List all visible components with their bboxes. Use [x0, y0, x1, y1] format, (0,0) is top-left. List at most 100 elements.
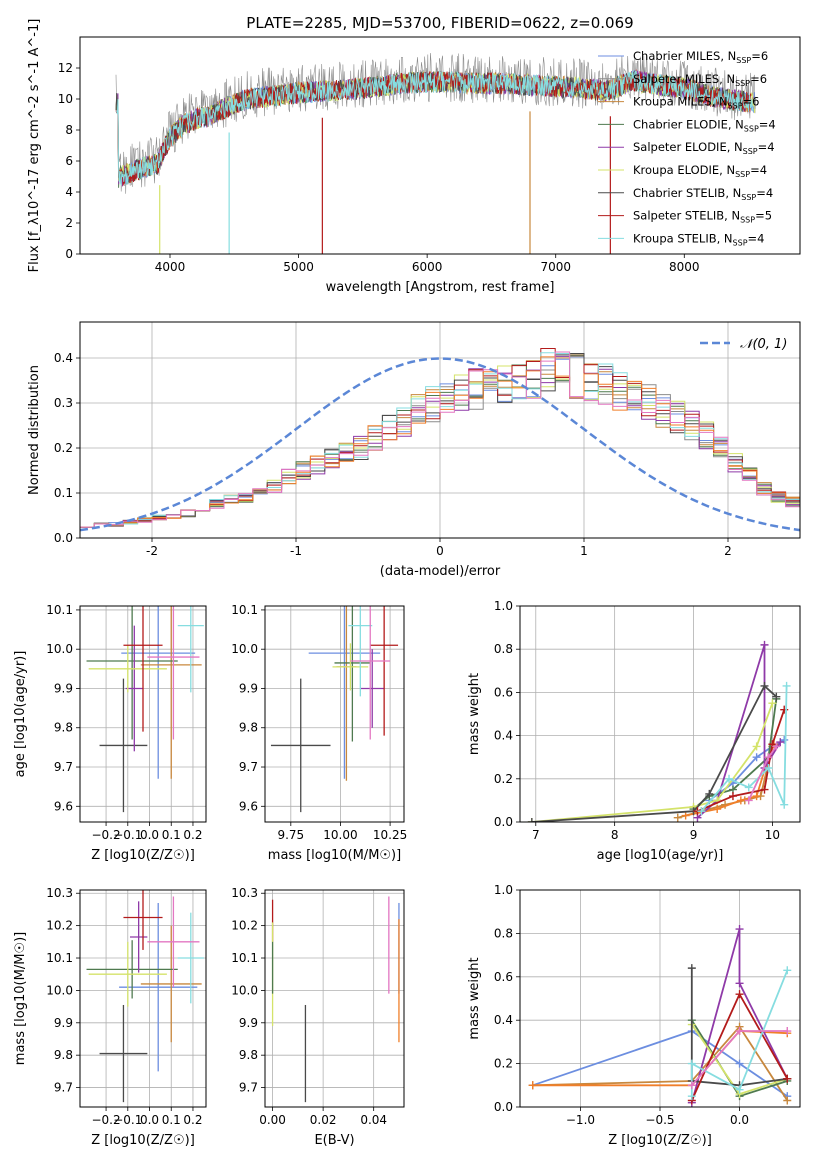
legend-label: Chabrier ELODIE, NSSP=4	[633, 117, 776, 133]
histogram-step	[80, 351, 800, 528]
y-tick-label: 10.2	[231, 919, 258, 933]
x-tick-label: −0.5	[645, 1113, 674, 1127]
age-vs-Z-frame	[79, 605, 207, 823]
errorbar-point	[308, 606, 381, 779]
y-tick-label: 0.8	[494, 926, 513, 940]
y-tick-label: 0	[65, 247, 73, 261]
y-tick-label: 10.1	[46, 603, 73, 617]
y-tick-label: 9.7	[54, 760, 73, 774]
y-tick-label: 10.0	[46, 983, 73, 997]
mass-vs-Z-ticks: −0.2−0.10.0 0.1 0.2 9.7 9.8 9.9 10.0 10.1 10.2 10…	[46, 886, 202, 1127]
y-tick-label: 10	[58, 92, 73, 106]
y-tick-label: 10.0	[231, 642, 258, 656]
spectrum-ticks: 4000 5000 6000 7000 8000 0 2 4 6 8 10 12	[58, 61, 700, 274]
y-tick-label: 2	[65, 216, 73, 230]
weight-marker	[760, 785, 769, 794]
x-tick-label: 4000	[155, 260, 186, 274]
spectrum-panel: 4000 5000 6000 7000 8000 0 2 4 6 8 10 12 wavelength …	[27, 19, 801, 295]
x-tick-label: −1.0	[566, 1113, 595, 1127]
weight-marker	[783, 966, 792, 975]
x-tick-label: 8	[611, 828, 619, 842]
weight-vs-Z-frame	[519, 889, 801, 1108]
y-tick-label: 9.6	[239, 799, 258, 813]
plots-layer: 4000 5000 6000 7000 8000024681012wavelength …	[13, 19, 801, 1148]
weight-series	[687, 966, 792, 1101]
x-tick-label: 0.04	[360, 1113, 387, 1127]
mass-vs-EBV-panel: 0.00 0.02 0.04 9.7 9.8 9.9 10.0 10.1 10.2 10.3 E(B…	[231, 886, 405, 1148]
x-tick-label: 0.0	[730, 1113, 749, 1127]
errorbar-point	[121, 606, 196, 779]
errorbar-point	[334, 606, 371, 742]
x-tick-label: 10	[765, 828, 780, 842]
mass-vs-Z-marks	[86, 890, 204, 1103]
weight-line	[532, 1025, 789, 1101]
legend-label: Salpeter ELODIE, NSSP=4	[633, 140, 775, 156]
y-tick-label: 9.8	[239, 1048, 258, 1062]
x-tick-label: −0.2	[91, 1113, 120, 1127]
y-tick-label: 10.2	[46, 919, 73, 933]
y-axis-label: Normed distribution	[27, 365, 42, 495]
y-axis-label: Flux [f_λ10^-17 erg cm^-2 s^-1 A^-1]	[27, 19, 42, 273]
weight-marker	[687, 1059, 696, 1068]
y-tick-label: 0.4	[494, 1013, 513, 1027]
y-axis-label: mass weight	[467, 957, 482, 1039]
weight-marker	[752, 792, 761, 801]
y-tick-label: 9.7	[239, 1081, 258, 1095]
figure-title: PLATE=2285, MJD=53700, FIBERID=0622, z=0…	[246, 14, 633, 32]
x-tick-label: 0.0	[140, 1113, 159, 1127]
weight-marker	[735, 990, 744, 999]
weight-marker	[527, 818, 536, 822]
weight-marker	[735, 925, 744, 934]
residuals-legend: 𝒩(0, 1)	[700, 337, 787, 352]
weight-vs-age-panel: 7 8 9 10 0.0 0.2 0.4 0.6 0.8 1.0 age [log10(age/yr…	[467, 599, 801, 863]
y-tick-label: 0.4	[494, 729, 513, 743]
y-tick-label: 9.9	[239, 681, 258, 695]
weight-series	[687, 990, 792, 1105]
weight-marker	[760, 681, 769, 690]
y-tick-label: 10.1	[46, 951, 73, 965]
weight-marker	[713, 805, 722, 814]
spectrum-line	[115, 70, 754, 186]
x-axis-label: Z [log10(Z/Z☉)]	[608, 1133, 712, 1148]
errorbar-point	[348, 606, 373, 697]
y-tick-label: 0.6	[494, 685, 513, 699]
y-tick-label: 4	[65, 185, 73, 199]
legend-label: Kroupa STELIB, NSSP=4	[633, 231, 764, 247]
y-tick-label: 0.0	[494, 815, 513, 829]
y-tick-label: 9.9	[239, 1016, 258, 1030]
weight-marker	[780, 800, 789, 809]
spectrum-marks	[115, 52, 756, 254]
y-tick-label: 12	[58, 61, 73, 75]
y-tick-label: 1.0	[494, 599, 513, 613]
x-tick-label: 10.00	[323, 828, 357, 842]
weight-marker	[744, 796, 753, 805]
y-tick-label: 0.4	[54, 351, 73, 365]
x-tick-label: 0.0	[140, 828, 159, 842]
errorbar-point	[86, 606, 178, 740]
weight-line	[690, 969, 789, 1097]
y-tick-label: 9.8	[239, 721, 258, 735]
age-vs-mass-grid	[265, 606, 404, 822]
y-tick-label: 10.0	[46, 642, 73, 656]
x-tick-label: 0.2	[183, 1113, 202, 1127]
age-vs-Z-marks	[86, 606, 204, 813]
x-axis-label: E(B-V)	[314, 1133, 354, 1148]
y-tick-label: 0.2	[494, 1057, 513, 1071]
residuals-panel: -2 -1 0 1 2 0.0 0.1 0.2 0.3 0.4 (data-model)/error…	[27, 321, 801, 579]
mass-vs-Z-panel: −0.2−0.10.0 0.1 0.2 9.7 9.8 9.9 10.0 10.1 10.2 10…	[13, 886, 207, 1148]
legend-label: Chabrier MILES, NSSP=6	[633, 49, 768, 65]
x-tick-label: 0	[436, 544, 444, 558]
x-tick-label: 9.75	[277, 828, 304, 842]
errorbar-point	[270, 678, 331, 813]
spectrum-legend: Chabrier MILES, NSSP=6 Salpeter MILES, NS…	[598, 49, 776, 247]
age-vs-mass-panel: 9.75 10.00 10.25 9.6 9.7 9.8 9.9 10.0 10.1 mass […	[231, 603, 407, 863]
y-tick-label: 0.0	[494, 1100, 513, 1114]
weight-marker	[687, 1081, 696, 1090]
y-axis-label: age [log10(age/yr)]	[13, 651, 28, 778]
x-tick-label: 7	[532, 828, 540, 842]
y-tick-label: 1.0	[494, 883, 513, 897]
errorbar-point	[147, 896, 200, 988]
x-tick-label: 7000	[540, 260, 571, 274]
x-axis-label: (data-model)/error	[380, 564, 501, 579]
